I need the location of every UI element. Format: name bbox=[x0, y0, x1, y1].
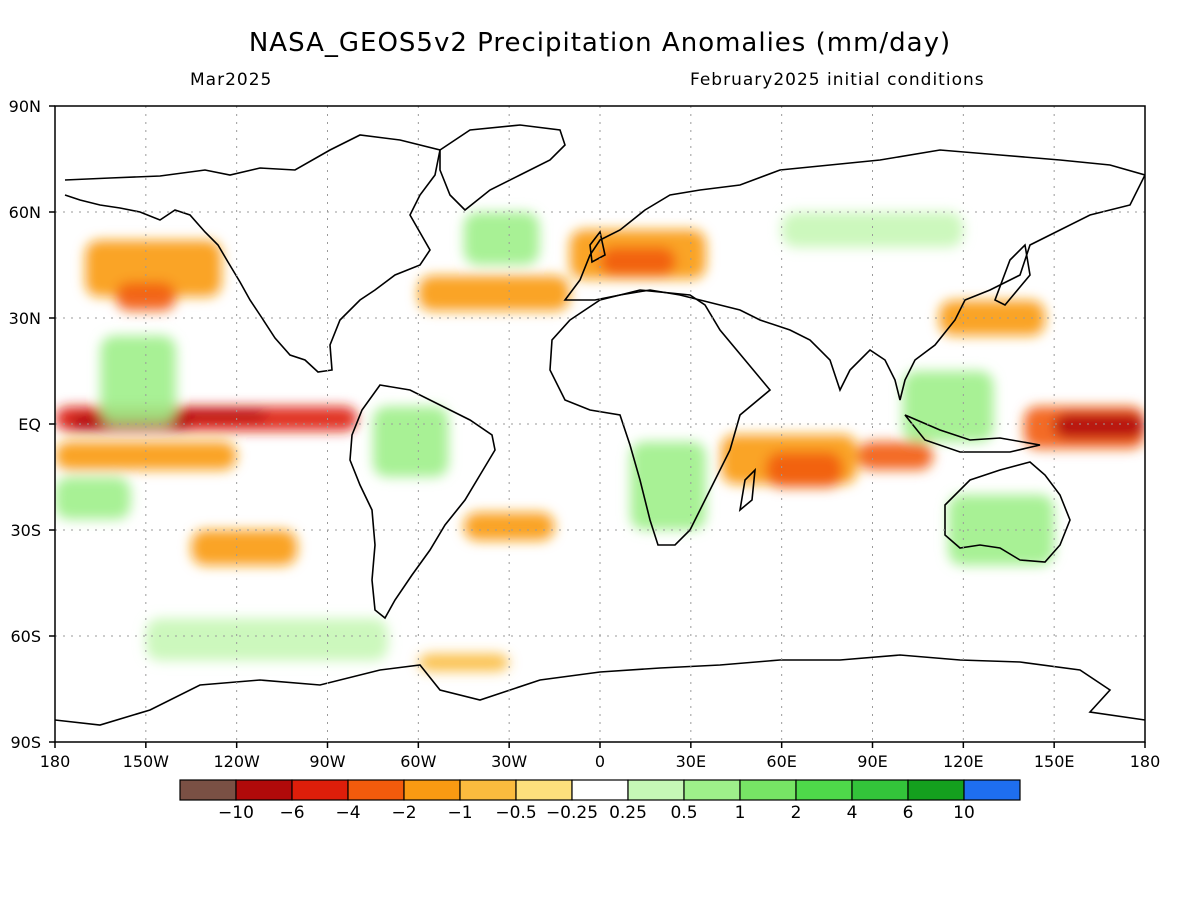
anomaly-region bbox=[902, 371, 994, 442]
x-tick-label: 0 bbox=[595, 752, 605, 771]
y-tick-label: 60S bbox=[10, 627, 41, 646]
coast-indonesia bbox=[904, 414, 1041, 453]
coast-africa bbox=[549, 289, 772, 546]
colorbar-label: 1 bbox=[735, 803, 746, 823]
colorbar-swatch bbox=[739, 779, 797, 801]
anomaly-region bbox=[191, 530, 298, 566]
coast-madagascar bbox=[738, 467, 757, 512]
colorbar-swatch bbox=[795, 779, 853, 801]
colorbar-swatch bbox=[963, 779, 1021, 801]
colorbar-swatch bbox=[907, 779, 965, 801]
colorbar-swatch bbox=[235, 779, 293, 801]
y-tick-label: 90S bbox=[10, 733, 41, 752]
colorbar-swatch bbox=[459, 779, 517, 801]
anomaly-region bbox=[176, 409, 267, 421]
colorbar-label: 4 bbox=[847, 803, 858, 823]
x-tick-label: 180 bbox=[1130, 752, 1161, 771]
x-tick-label: 90W bbox=[309, 752, 345, 771]
coast-north-america bbox=[64, 134, 441, 373]
colorbar-label: −0.25 bbox=[546, 803, 598, 823]
anomaly-region bbox=[85, 240, 222, 297]
anomaly-region bbox=[463, 512, 555, 541]
colorbar-label: −0.5 bbox=[495, 803, 536, 823]
anomaly-region bbox=[145, 618, 389, 661]
x-tick-label: 60E bbox=[766, 752, 796, 771]
anomaly-region bbox=[418, 653, 510, 672]
coast-south-america bbox=[349, 384, 496, 620]
colorbar-label: 6 bbox=[903, 803, 914, 823]
x-tick-label: 30E bbox=[676, 752, 706, 771]
anomaly-region bbox=[55, 441, 237, 470]
y-tick-label: EQ bbox=[18, 415, 41, 434]
x-tick-label: 60W bbox=[400, 752, 436, 771]
anomaly-region bbox=[630, 441, 706, 530]
colorbar-swatch bbox=[179, 779, 237, 801]
colorbar-swatch bbox=[291, 779, 349, 801]
colorbar-label: −1 bbox=[447, 803, 472, 823]
coast-eurasia bbox=[563, 149, 1145, 401]
x-tick-label: 150W bbox=[123, 752, 170, 771]
forecast-month: Mar2025 bbox=[190, 70, 273, 90]
anomaly-region bbox=[781, 212, 964, 248]
colorbar-swatch bbox=[571, 779, 629, 801]
anomaly-region bbox=[1054, 413, 1145, 439]
colorbar-swatch bbox=[683, 779, 741, 801]
colorbar-label: −2 bbox=[391, 803, 416, 823]
x-tick-label: 150E bbox=[1034, 752, 1075, 771]
initial-conditions: February2025 initial conditions bbox=[690, 70, 985, 90]
coast-australia bbox=[944, 461, 1071, 563]
anomaly-region bbox=[857, 441, 934, 470]
anomaly-region bbox=[55, 477, 131, 520]
anomaly-region bbox=[463, 212, 540, 265]
colorbar: −10 −6 −4 −2 −1 −0.5 −0.25 0.25 0.5 1 2 4 6 10 bbox=[179, 779, 1021, 823]
colorbar-label: 2 bbox=[791, 803, 802, 823]
coast-greenland bbox=[439, 124, 566, 212]
colorbar-swatch bbox=[515, 779, 573, 801]
anomaly-region bbox=[100, 335, 177, 424]
y-tick-label: 30N bbox=[9, 309, 41, 328]
colorbar-swatch bbox=[851, 779, 909, 801]
colorbar-label: 0.5 bbox=[670, 803, 697, 823]
colorbar-label: 0.25 bbox=[609, 803, 647, 823]
anomaly-region bbox=[948, 494, 1055, 566]
coast-antarctica bbox=[55, 654, 1145, 726]
x-tick-label: 30W bbox=[491, 752, 527, 771]
colorbar-swatch bbox=[347, 779, 405, 801]
colorbar-label: −4 bbox=[335, 803, 360, 823]
axes: 180 150W 120W 90W 60W 30W 0 30E 60E 90E 120E 150E 18… bbox=[9, 97, 1161, 771]
gridlines bbox=[55, 106, 1145, 742]
x-tick-label: 90E bbox=[857, 752, 887, 771]
map-title: NASA_GEOS5v2 Precipitation Anomalies (mm… bbox=[248, 28, 952, 58]
y-tick-label: 30S bbox=[10, 521, 41, 540]
colorbar-label: −6 bbox=[279, 803, 304, 823]
colorbar-swatch bbox=[403, 779, 461, 801]
anomaly-region bbox=[115, 282, 177, 311]
colorbar-label: −10 bbox=[218, 803, 254, 823]
x-tick-label: 120E bbox=[943, 752, 984, 771]
anomaly-region bbox=[600, 247, 676, 276]
anomaly-region bbox=[418, 275, 570, 311]
coast-uk bbox=[589, 230, 606, 264]
anomaly-region bbox=[766, 452, 843, 488]
coast-japan bbox=[993, 243, 1031, 306]
y-tick-label: 60N bbox=[9, 203, 41, 222]
anomaly-region bbox=[372, 406, 449, 477]
colorbar-label: 10 bbox=[953, 803, 975, 823]
anomaly-field bbox=[55, 212, 1145, 672]
coastlines bbox=[55, 124, 1145, 726]
colorbar-swatch bbox=[627, 779, 685, 801]
x-tick-label: 120W bbox=[213, 752, 260, 771]
x-tick-label: 180 bbox=[40, 752, 71, 771]
y-tick-label: 90N bbox=[9, 97, 41, 116]
